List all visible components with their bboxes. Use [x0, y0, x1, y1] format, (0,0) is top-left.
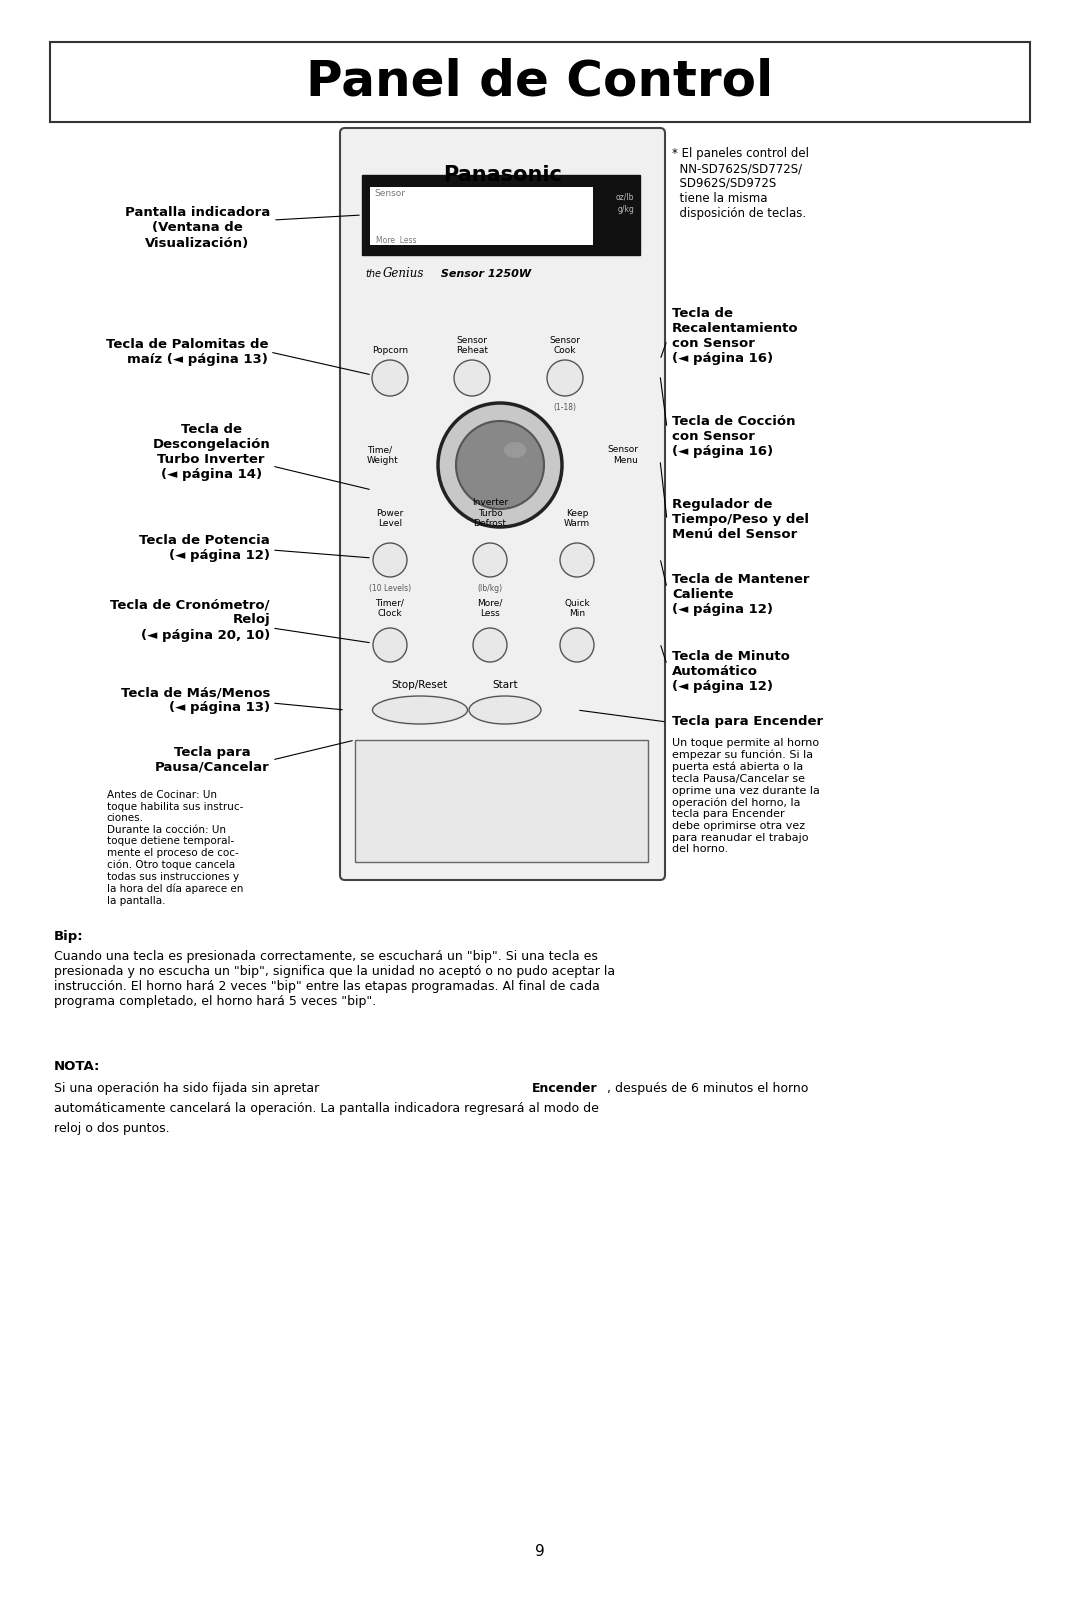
Circle shape — [473, 628, 507, 662]
Ellipse shape — [469, 696, 541, 725]
Text: Sensor
Menu: Sensor Menu — [607, 445, 638, 464]
Circle shape — [454, 360, 490, 395]
Text: g/kg: g/kg — [617, 206, 634, 214]
Text: More/
Less: More/ Less — [477, 598, 502, 619]
Text: NOTA:: NOTA: — [54, 1061, 100, 1073]
Text: Tecla de
Recalentamiento
con Sensor
(◄ página 16): Tecla de Recalentamiento con Sensor (◄ p… — [672, 307, 798, 365]
Text: 9: 9 — [535, 1544, 545, 1559]
Text: Quick
Min: Quick Min — [564, 598, 590, 619]
Text: Encender: Encender — [532, 1082, 597, 1094]
Bar — [362, 175, 640, 256]
Circle shape — [372, 360, 408, 395]
Circle shape — [473, 543, 507, 577]
Text: the: the — [365, 268, 381, 280]
Text: Tecla de Mantener
Caliente
(◄ página 12): Tecla de Mantener Caliente (◄ página 12) — [672, 574, 810, 615]
Text: Tecla de Más/Menos
(◄ página 13): Tecla de Más/Menos (◄ página 13) — [121, 686, 270, 714]
Text: Genius: Genius — [383, 267, 424, 280]
Text: Power
Level: Power Level — [376, 508, 404, 529]
Text: * El paneles control del
  NN-SD762S/SD772S/
  SD962S/SD972S
  tiene la misma
  : * El paneles control del NN-SD762S/SD772… — [672, 146, 809, 220]
Text: Panel de Control: Panel de Control — [307, 58, 773, 106]
Circle shape — [373, 628, 407, 662]
Text: Bip:: Bip: — [54, 930, 83, 943]
Text: Sensor
Reheat: Sensor Reheat — [456, 336, 488, 355]
Text: Sensor: Sensor — [374, 190, 405, 198]
Bar — [370, 186, 593, 244]
Text: Cuando una tecla es presionada correctamente, se escuchará un "bip". Si una tecl: Cuando una tecla es presionada correctam… — [54, 950, 616, 1008]
Circle shape — [561, 543, 594, 577]
Text: Time/
Weight: Time/ Weight — [367, 445, 399, 464]
Text: reloj o dos puntos.: reloj o dos puntos. — [54, 1122, 170, 1135]
Text: Start: Start — [492, 680, 517, 689]
Circle shape — [456, 421, 544, 509]
Text: Tecla de Cocción
con Sensor
(◄ página 16): Tecla de Cocción con Sensor (◄ página 16… — [672, 415, 796, 458]
Text: automáticamente cancelará la operación. La pantalla indicadora regresará al modo: automáticamente cancelará la operación. … — [54, 1102, 599, 1115]
Bar — [50, 42, 1030, 122]
Text: Pantalla indicadora
(Ventana de
Visualización): Pantalla indicadora (Ventana de Visualiz… — [125, 207, 270, 249]
Text: , después de 6 minutos el horno: , después de 6 minutos el horno — [607, 1082, 808, 1094]
Text: Inverter
Turbo
Defrost: Inverter Turbo Defrost — [472, 498, 508, 529]
Text: More  Less: More Less — [376, 236, 417, 244]
Text: Stop/Reset: Stop/Reset — [392, 680, 448, 689]
Text: Panasonic: Panasonic — [443, 166, 562, 185]
Text: (10 Levels): (10 Levels) — [369, 583, 411, 593]
Text: oz/lb: oz/lb — [616, 193, 634, 202]
Ellipse shape — [373, 696, 468, 725]
Ellipse shape — [504, 442, 526, 458]
Text: Tecla para
Pausa/Cancelar: Tecla para Pausa/Cancelar — [156, 746, 270, 775]
Text: Antes de Cocinar: Un
toque habilita sus instruc-
ciones.
Durante la cocción: Un
: Antes de Cocinar: Un toque habilita sus … — [107, 791, 243, 906]
Text: Timer/
Clock: Timer/ Clock — [376, 598, 404, 619]
Text: Sensor 1250W: Sensor 1250W — [437, 268, 531, 280]
Text: Keep
Warm: Keep Warm — [564, 508, 590, 529]
Text: Tecla para Encender: Tecla para Encender — [672, 715, 823, 728]
Text: Tecla de Minuto
Automático
(◄ página 12): Tecla de Minuto Automático (◄ página 12) — [672, 649, 789, 693]
Text: Tecla de Palomitas de
maíz (◄ página 13): Tecla de Palomitas de maíz (◄ página 13) — [106, 337, 268, 366]
Text: Si una operación ha sido fijada sin apretar: Si una operación ha sido fijada sin apre… — [54, 1082, 323, 1094]
Text: Tecla de Potencia
(◄ página 12): Tecla de Potencia (◄ página 12) — [139, 534, 270, 562]
Text: Popcorn: Popcorn — [372, 346, 408, 355]
Circle shape — [561, 628, 594, 662]
Text: (lb/kg): (lb/kg) — [477, 583, 502, 593]
Circle shape — [373, 543, 407, 577]
Text: Sensor
Cook: Sensor Cook — [550, 336, 581, 355]
Text: Regulador de
Tiempo/Peso y del
Menú del Sensor: Regulador de Tiempo/Peso y del Menú del … — [672, 498, 809, 542]
Circle shape — [546, 360, 583, 395]
Text: Tecla de
Descongelación
Turbo Inverter
(◄ página 14): Tecla de Descongelación Turbo Inverter (… — [152, 423, 270, 480]
Text: Un toque permite al horno
empezar su función. Si la
puerta está abierta o la
tec: Un toque permite al horno empezar su fun… — [672, 738, 820, 855]
FancyBboxPatch shape — [340, 129, 665, 881]
Text: Tecla de Cronómetro/
Reloj
(◄ página 20, 10): Tecla de Cronómetro/ Reloj (◄ página 20,… — [110, 598, 270, 641]
Circle shape — [438, 403, 562, 527]
Text: (1-18): (1-18) — [554, 403, 577, 411]
Bar — [355, 739, 648, 861]
